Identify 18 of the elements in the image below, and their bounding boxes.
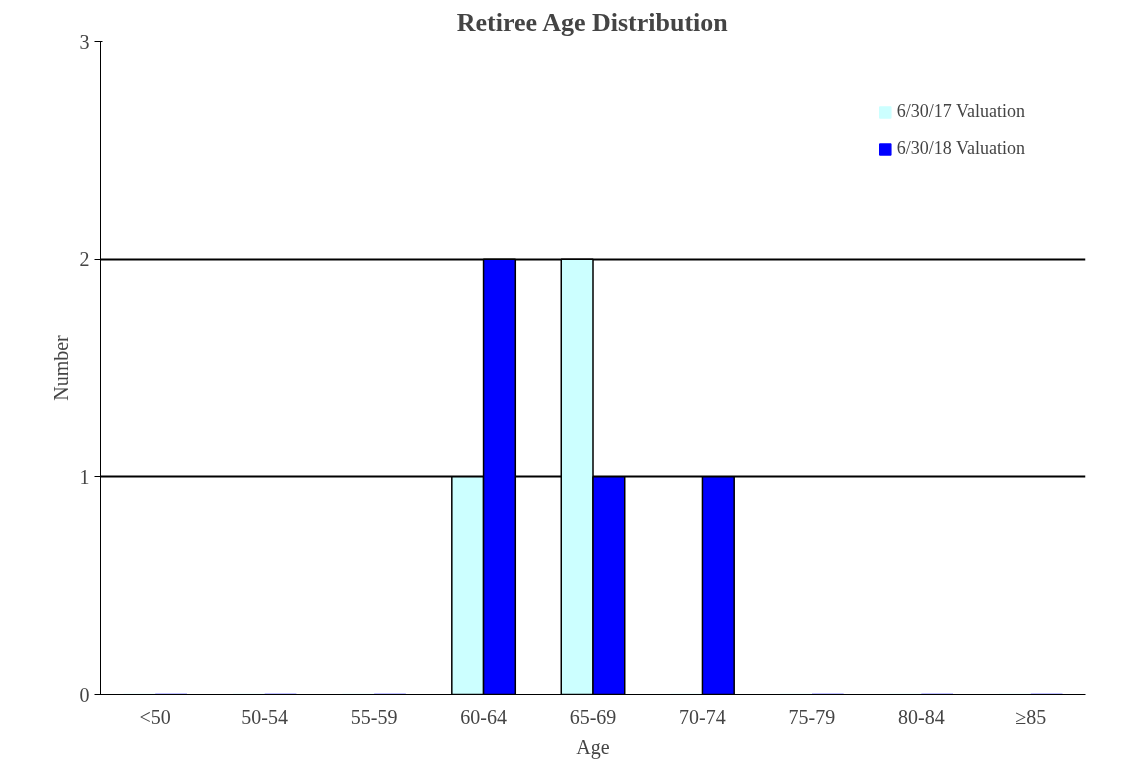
- legend-label: 6/30/17 Valuation: [896, 101, 1025, 122]
- y-tick-label: 3: [79, 30, 90, 53]
- chart-title: Retiree Age Distribution: [456, 7, 729, 37]
- x-tick-label: 65-69: [569, 705, 617, 728]
- x-tick-label: 70-74: [679, 705, 726, 728]
- y-axis-title: Number: [49, 334, 72, 401]
- x-tick-label: 55-59: [350, 705, 398, 728]
- x-tick-label: <50: [139, 705, 171, 728]
- y-tick-label: 2: [79, 248, 90, 271]
- y-tick-label: 0: [79, 683, 90, 706]
- legend-label: 6/30/18 Valuation: [896, 138, 1025, 159]
- x-tick-label: ≥85: [1015, 705, 1047, 728]
- x-tick-label: 75-79: [788, 705, 836, 728]
- x-tick-label: 50-54: [241, 705, 289, 728]
- x-tick-label: 60-64: [460, 705, 507, 728]
- x-tick-label: 80-84: [898, 705, 945, 728]
- y-tick-label: 1: [79, 465, 90, 488]
- x-axis-title: Age: [576, 735, 610, 759]
